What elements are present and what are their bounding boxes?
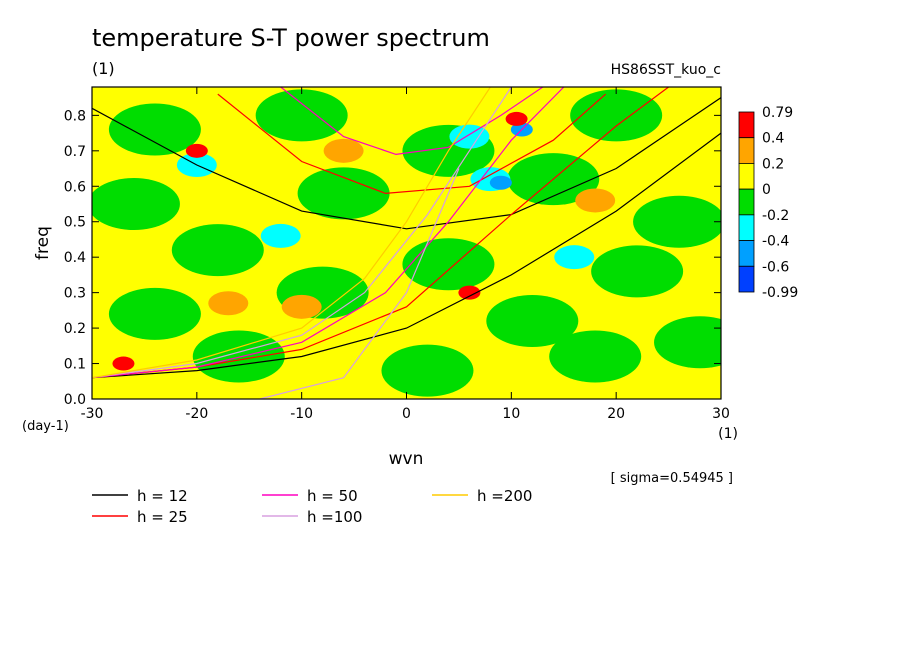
curve-series-0-1 (92, 132, 721, 379)
plot-area (92, 87, 721, 399)
dataset-label: HS86SST_kuo_c (611, 62, 721, 78)
colorbar-label: 0.2 (762, 156, 784, 172)
x-tick-label: -20 (185, 406, 208, 422)
colorbar-label: 0 (762, 182, 771, 198)
colorbar-swatch (738, 188, 755, 216)
legend-label: h =100 (307, 508, 362, 526)
colorbar-swatch (738, 265, 755, 293)
y-tick-label: 0.3 (64, 286, 86, 302)
heatmap-patch-22 (554, 245, 595, 270)
colorbar-swatch (738, 240, 755, 267)
y-axis-unit: (day-1) (22, 419, 69, 434)
y-axis-label: freq (33, 226, 53, 260)
sigma-label: [ sigma=0.54945 ] (611, 471, 733, 486)
dispersion-curves (92, 87, 721, 399)
curve-series-3-1 (259, 168, 460, 399)
y-tick-label: 0.0 (64, 392, 86, 408)
heatmap-patch-16 (654, 316, 721, 369)
curve-series-4-0 (92, 87, 491, 379)
heatmap-patch-0 (108, 103, 201, 156)
colorbar-label: -0.4 (762, 234, 789, 250)
curve-series-3-0 (92, 87, 512, 379)
heatmap-patch-15 (549, 330, 642, 383)
heatmap-patch-4 (297, 167, 390, 220)
heatmap-patch-14 (381, 344, 474, 397)
colorbar: 0.79 0.4 0.2 0 -0.2 -0.4 -0.6 -0.99 (738, 105, 798, 301)
y-tick-label: 0.4 (64, 250, 86, 266)
curve-series-2-0 (280, 87, 544, 156)
heatmap-patch-20 (449, 124, 490, 149)
colorbar-swatch (738, 137, 755, 164)
curve-series-0-0 (92, 97, 721, 230)
x-tick-label: 30 (712, 406, 730, 422)
chart-subtitle: (1) (92, 59, 115, 78)
heatmap-patch-32 (112, 356, 135, 371)
heatmap-patch-8 (402, 238, 495, 291)
colorbar-swatch (738, 214, 755, 241)
heatmap-patch-12 (486, 295, 579, 347)
colorbar-swatch (738, 163, 755, 190)
heatmap-patch-3 (92, 178, 180, 230)
legend: h = 12 h = 25 h = 50 h =100 h =200 (92, 487, 532, 526)
y-tick-label: 0.6 (64, 179, 86, 195)
y-tick-label: 0.7 (64, 144, 86, 160)
legend-label: h =200 (477, 487, 532, 505)
x-axis-ticks: -30 -20 -10 0 10 20 30 (81, 87, 730, 422)
x-axis-label: wvn (389, 449, 424, 469)
x-tick-label: 0 (402, 406, 411, 422)
legend-label: h = 25 (137, 508, 188, 526)
heatmap-patch-10 (108, 287, 201, 340)
curve-series-2-1 (92, 87, 565, 379)
heatmap-patch-13 (192, 330, 285, 383)
colorbar-label: 0.79 (762, 105, 793, 121)
y-tick-label: 0.1 (64, 357, 86, 373)
colorbar-label: -0.6 (762, 259, 789, 275)
heatmap-patch-6 (633, 195, 721, 248)
heatmap-patch-1 (255, 89, 348, 142)
colorbar-label: -0.99 (762, 285, 798, 301)
y-tick-label: 0.2 (64, 321, 86, 337)
y-tick-label: 0.8 (64, 108, 86, 124)
y-tick-label: 0.5 (64, 215, 86, 231)
heatmap-patch-24 (489, 175, 512, 190)
x-tick-label: -30 (81, 406, 104, 422)
heatmap-patch-29 (458, 285, 481, 300)
y-axis-ticks: 0.0 0.1 0.2 0.3 0.4 0.5 0.6 0.7 0.8 (64, 108, 721, 408)
heatmap-patch-30 (505, 111, 528, 126)
colorbar-label: 0.4 (762, 131, 784, 147)
x-tick-label: 10 (502, 406, 520, 422)
chart-title: temperature S-T power spectrum (92, 24, 490, 52)
heatmap-patch-26 (208, 291, 249, 316)
heatmap-patch-31 (185, 143, 208, 158)
heatmap-patch-27 (323, 138, 364, 163)
colorbar-swatch (738, 111, 755, 139)
heatmap-patch-28 (575, 188, 616, 213)
heatmap-patch-2 (570, 89, 663, 142)
legend-label: h = 12 (137, 487, 188, 505)
colorbar-label: -0.2 (762, 208, 789, 224)
x-tick-label: 20 (607, 406, 625, 422)
heatmap-patch-25 (281, 294, 322, 319)
heatmap-patch-21 (260, 223, 301, 248)
x-tick-label: -10 (290, 406, 313, 422)
heatmap-patch-7 (171, 224, 264, 277)
x-axis-unit: (1) (718, 426, 738, 442)
legend-label: h = 50 (307, 487, 358, 505)
heatmap-patch-9 (591, 245, 684, 298)
curve-series-1-0 (217, 93, 607, 195)
